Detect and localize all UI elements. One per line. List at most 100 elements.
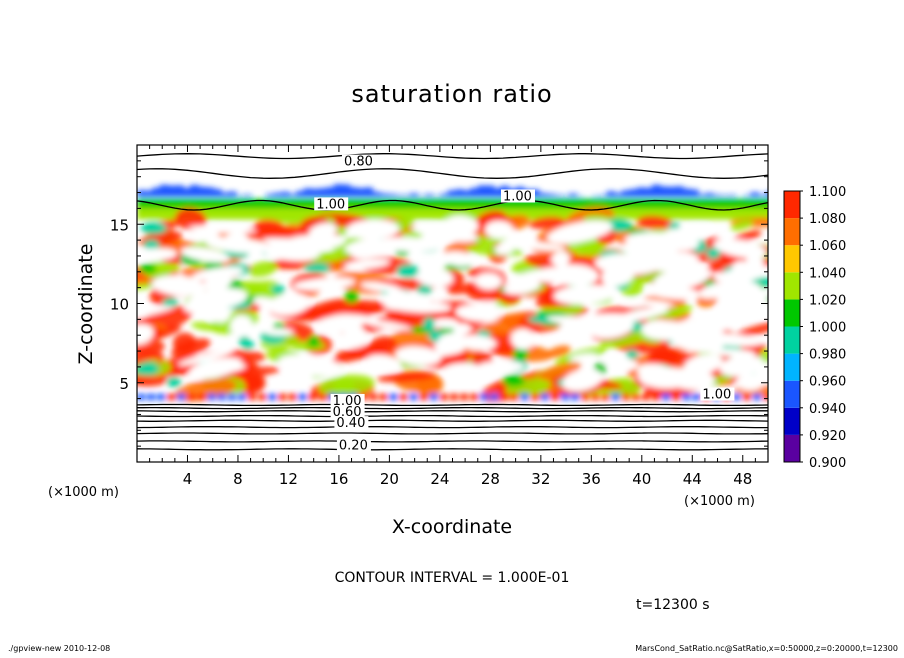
field-blob <box>167 377 181 387</box>
field-cell <box>622 394 630 400</box>
x-tick-label: 32 <box>531 470 550 488</box>
x-tick-label: 44 <box>683 470 702 488</box>
x-tick-label: 24 <box>430 470 449 488</box>
field-cell <box>278 394 286 400</box>
field-cell <box>167 394 175 400</box>
contour-interval: CONTOUR INTERVAL = 1.000E-01 <box>335 570 570 586</box>
colorbar-label: 0.920 <box>809 429 846 444</box>
field-gap <box>736 374 764 391</box>
footer-right: MarsCond_SatRatio.nc@SatRatio,x=0:50000,… <box>635 644 898 653</box>
colorbar-label: 1.020 <box>809 293 846 308</box>
footer-left: ./gpview-new 2010-12-08 <box>8 644 110 653</box>
colorbar-segment <box>784 245 800 272</box>
x-tick-label: 20 <box>380 470 399 488</box>
field-cell <box>299 394 307 400</box>
colorbar-segment <box>784 354 800 381</box>
field-cell <box>238 394 246 400</box>
field-cell <box>198 394 206 400</box>
colorbar-segment <box>784 299 800 326</box>
field-blob <box>304 263 331 273</box>
field-cell <box>612 394 620 400</box>
y-tick-label: 15 <box>110 216 129 234</box>
contour-label: 0.80 <box>344 155 373 170</box>
field-cell <box>450 394 458 400</box>
field-cell <box>309 394 317 400</box>
field-cell <box>581 394 589 400</box>
field-cell <box>521 394 529 400</box>
chart-title: saturation ratio <box>351 80 552 108</box>
colorbar-label: 0.980 <box>809 348 846 363</box>
field-cell <box>500 394 508 400</box>
contour-label: 1.00 <box>503 189 532 204</box>
contour-label: 1.00 <box>316 197 345 212</box>
field-cell <box>137 394 145 400</box>
field-blob <box>424 317 435 331</box>
field-blob <box>272 285 285 295</box>
colorbar-label: 0.960 <box>809 375 846 390</box>
field-blob <box>308 336 320 347</box>
colorbar-label: 1.000 <box>809 321 846 336</box>
field-cell <box>440 394 448 400</box>
field-cell <box>480 394 488 400</box>
field-blob <box>239 336 250 347</box>
field-cell <box>248 394 256 400</box>
colorbar-segment <box>784 381 800 408</box>
field-cell <box>576 196 585 197</box>
x-tick-label: 36 <box>582 470 601 488</box>
field-cell <box>753 394 761 400</box>
field-blob <box>344 290 358 303</box>
contour-line <box>137 405 774 406</box>
field-blob <box>163 298 178 307</box>
field-blob <box>513 347 528 360</box>
contour-label: 1.00 <box>702 388 731 403</box>
field-cell <box>652 394 660 400</box>
x-tick-label: 4 <box>183 470 193 488</box>
field-blob <box>626 350 638 359</box>
field-cell <box>268 394 276 400</box>
field-cell <box>692 394 700 400</box>
field-cell <box>157 394 165 400</box>
field-cell <box>601 394 609 400</box>
field-cell <box>662 394 670 400</box>
x-tick-label: 40 <box>632 470 651 488</box>
y-axis-label: Z-coordinate <box>75 244 97 365</box>
field-cell <box>561 394 569 400</box>
field-cell <box>399 394 407 400</box>
field-cell <box>389 394 397 400</box>
plot-area <box>108 145 792 462</box>
x-tick-label: 28 <box>481 470 500 488</box>
field-cell <box>228 394 236 400</box>
field-cell <box>420 394 428 400</box>
field-cell <box>642 394 650 400</box>
y-tick-label: 5 <box>119 375 129 393</box>
field-blob <box>502 374 524 386</box>
field-cell <box>763 394 771 400</box>
colorbar-label: 1.040 <box>809 266 846 281</box>
field-cell <box>591 394 599 400</box>
x-tick-label: 48 <box>733 470 752 488</box>
colorbar-segment <box>784 272 800 299</box>
contour-label: 0.40 <box>336 416 365 431</box>
field-cell <box>743 394 751 400</box>
field-cell <box>632 394 640 400</box>
y-tick-label: 10 <box>110 296 129 314</box>
x-tick-label: 12 <box>279 470 298 488</box>
field-cell <box>541 394 549 400</box>
field-cell <box>672 394 680 400</box>
field-blob <box>144 239 160 249</box>
colorbar-label: 0.940 <box>809 402 846 417</box>
field-cell <box>551 394 559 400</box>
contour-label: 0.20 <box>339 438 368 453</box>
colorbar-label: 0.900 <box>809 456 846 471</box>
field-cell <box>187 394 195 400</box>
field-cell <box>288 394 296 400</box>
x-axis-unit: (×1000 m) <box>684 494 755 509</box>
field-cell <box>208 394 216 400</box>
field-cell <box>490 394 498 400</box>
field-cell <box>410 394 418 400</box>
x-axis-label: X-coordinate <box>392 516 512 538</box>
field-cell <box>243 195 252 197</box>
x-tick-label: 16 <box>329 470 348 488</box>
time-label: t=12300 s <box>636 597 710 613</box>
